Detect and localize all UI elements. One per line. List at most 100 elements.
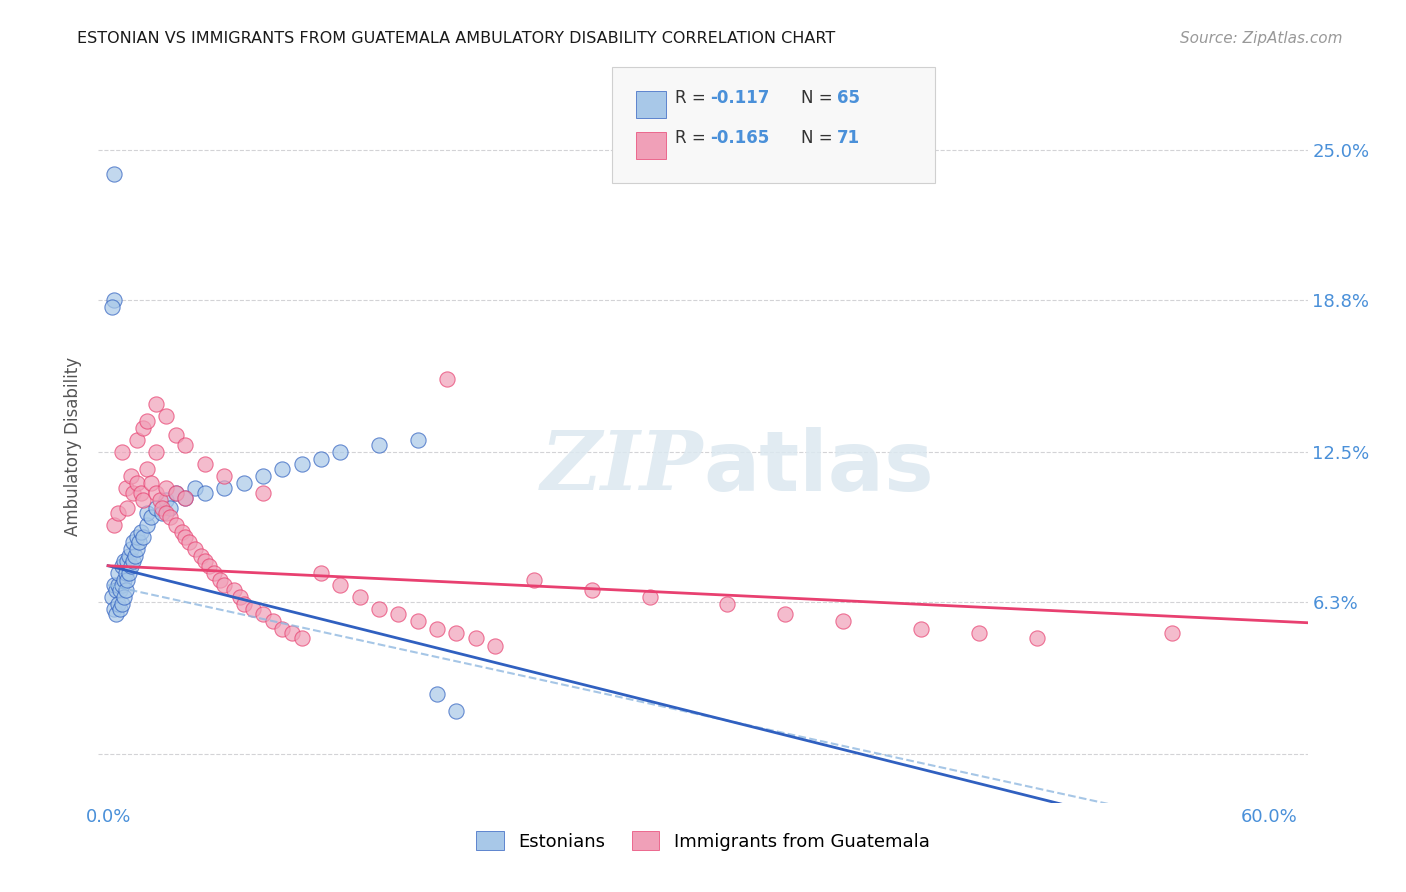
Point — [132, 493, 155, 508]
Text: Source: ZipAtlas.com: Source: ZipAtlas.com — [1180, 31, 1343, 46]
Point — [204, 566, 226, 580]
Point — [135, 462, 157, 476]
Point — [127, 541, 149, 556]
Y-axis label: Ambulatory Disability: Ambulatory Disability — [65, 357, 83, 535]
Point — [103, 578, 125, 592]
Point — [118, 549, 141, 563]
Point — [165, 486, 187, 500]
Point — [114, 566, 136, 580]
Point — [103, 167, 125, 181]
Point — [107, 578, 129, 592]
Point — [129, 486, 152, 500]
Point — [159, 500, 181, 515]
Point — [122, 534, 145, 549]
Point — [150, 500, 173, 515]
Point — [232, 476, 254, 491]
Point — [1025, 632, 1047, 646]
Point — [128, 534, 150, 549]
Point — [120, 541, 142, 556]
Point — [117, 574, 139, 588]
Point — [118, 566, 141, 580]
Point — [101, 590, 124, 604]
Point — [135, 414, 157, 428]
Point — [1161, 626, 1184, 640]
Point — [132, 421, 155, 435]
Point — [309, 452, 332, 467]
Point — [139, 476, 162, 491]
Point — [155, 409, 177, 423]
Point — [197, 558, 219, 573]
Point — [832, 615, 855, 629]
Point — [190, 549, 212, 563]
Point — [139, 510, 162, 524]
Text: R =: R = — [675, 129, 711, 147]
Point — [103, 517, 125, 532]
Point — [228, 590, 250, 604]
Point — [464, 632, 486, 646]
Point — [117, 554, 139, 568]
Text: N =: N = — [801, 89, 838, 107]
Text: 65: 65 — [837, 89, 859, 107]
Point — [967, 626, 990, 640]
Point — [124, 549, 146, 563]
Point — [252, 486, 274, 500]
Point — [174, 491, 197, 505]
Point — [232, 598, 254, 612]
Point — [145, 486, 167, 500]
Text: atlas: atlas — [703, 427, 934, 508]
Point — [129, 524, 152, 539]
Point — [184, 541, 207, 556]
Point — [262, 615, 284, 629]
Point — [184, 481, 207, 495]
Point — [426, 622, 449, 636]
Text: R =: R = — [675, 89, 711, 107]
Point — [174, 491, 197, 505]
Point — [329, 578, 352, 592]
Point — [368, 438, 391, 452]
Point — [155, 506, 177, 520]
Point — [406, 433, 429, 447]
Point — [101, 300, 124, 314]
Point — [122, 486, 145, 500]
Point — [436, 372, 458, 386]
Point — [212, 469, 235, 483]
Point — [120, 558, 142, 573]
Point — [112, 554, 135, 568]
Point — [194, 554, 217, 568]
Point — [145, 445, 167, 459]
Point — [111, 558, 134, 573]
Point — [290, 457, 312, 471]
Point — [368, 602, 391, 616]
Point — [242, 602, 264, 616]
Point — [104, 607, 127, 621]
Point — [252, 607, 274, 621]
Point — [179, 534, 201, 549]
Point — [120, 469, 142, 483]
Point — [349, 590, 371, 604]
Point — [159, 510, 181, 524]
Point — [145, 500, 167, 515]
Point — [910, 622, 932, 636]
Point — [135, 506, 157, 520]
Point — [155, 493, 177, 508]
Point — [290, 632, 312, 646]
Point — [135, 517, 157, 532]
Text: -0.117: -0.117 — [710, 89, 769, 107]
Point — [309, 566, 332, 580]
Point — [165, 486, 187, 500]
Point — [112, 574, 135, 588]
Point — [581, 582, 603, 597]
Point — [281, 626, 304, 640]
Point — [484, 639, 506, 653]
Point — [132, 530, 155, 544]
Point — [114, 582, 136, 597]
Point — [446, 626, 468, 640]
Point — [112, 590, 135, 604]
Text: 71: 71 — [837, 129, 859, 147]
Point — [194, 457, 217, 471]
Point — [107, 598, 129, 612]
Point — [212, 481, 235, 495]
Point — [127, 530, 149, 544]
Point — [170, 524, 193, 539]
Point — [104, 582, 127, 597]
